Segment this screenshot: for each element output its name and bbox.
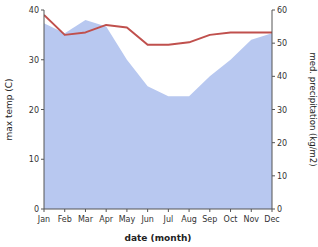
x-tick <box>147 209 148 212</box>
y2-tick-label: 30 <box>277 106 287 115</box>
y2-tick-label: 60 <box>277 6 287 15</box>
y-axis-label: max temp (C) <box>4 78 14 140</box>
y-tick <box>41 209 44 210</box>
y2-tick <box>272 76 275 77</box>
x-tick-label: May <box>119 215 136 224</box>
y2-tick <box>272 10 275 11</box>
y2-tick-label: 0 <box>277 205 282 214</box>
y-tick <box>41 109 44 110</box>
x-tick <box>209 209 210 212</box>
x-tick-label: Apr <box>99 215 114 224</box>
x-tick-label: Sep <box>202 215 217 224</box>
y2-axis-label: med. precipitation (kg/m2) <box>308 52 318 166</box>
y-tick <box>41 59 44 60</box>
y-tick-label: 20 <box>29 106 39 115</box>
x-tick <box>126 209 127 212</box>
x-tick <box>85 209 86 212</box>
x-tick-label: Aug <box>181 215 197 224</box>
x-tick <box>64 209 65 212</box>
x-axis-label: date (month) <box>125 233 192 243</box>
y-tick-label: 40 <box>29 6 39 15</box>
y-tick-label: 0 <box>34 205 39 214</box>
line <box>44 15 272 45</box>
y-tick <box>41 159 44 160</box>
x-tick <box>106 209 107 212</box>
y2-tick-label: 20 <box>277 139 287 148</box>
x-tick-label: Jun <box>140 215 154 224</box>
y2-tick-label: 40 <box>277 72 287 81</box>
x-tick-label: Jul <box>163 215 174 224</box>
x-tick-label: Feb <box>58 215 72 224</box>
x-tick <box>230 209 231 212</box>
y2-tick <box>272 209 275 210</box>
x-axis-line <box>44 209 272 210</box>
chart: JanFebMarAprMayJunJulAugSepOctNovDec0102… <box>0 0 318 247</box>
y2-tick <box>272 175 275 176</box>
y2-tick-label: 50 <box>277 39 287 48</box>
y2-tick <box>272 109 275 110</box>
y2-tick <box>272 43 275 44</box>
x-tick-label: Jan <box>37 215 50 224</box>
x-tick-label: Oct <box>224 215 238 224</box>
x-tick-label: Nov <box>243 215 259 224</box>
y-tick-label: 10 <box>29 155 39 164</box>
x-tick <box>251 209 252 212</box>
x-tick <box>189 209 190 212</box>
y-tick <box>41 10 44 11</box>
x-tick <box>168 209 169 212</box>
plot-area <box>44 15 272 209</box>
y2-tick-label: 10 <box>277 172 287 181</box>
y2-tick <box>272 142 275 143</box>
area <box>44 20 272 209</box>
y-tick-label: 30 <box>29 56 39 65</box>
x-tick-label: Dec <box>264 215 279 224</box>
x-tick-label: Mar <box>78 215 94 224</box>
